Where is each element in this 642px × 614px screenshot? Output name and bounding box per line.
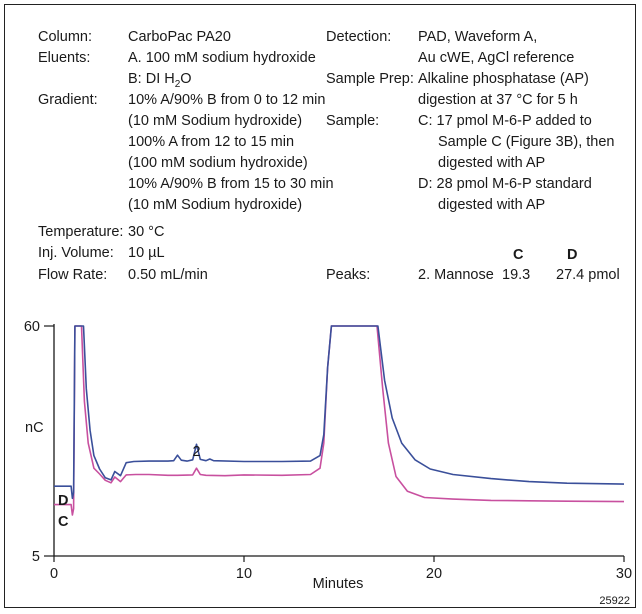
sample-label: Sample:	[326, 113, 379, 129]
trace-d-line	[54, 325, 625, 500]
sample-line: Sample C (Figure 3B), then	[438, 134, 615, 150]
column-value: CarboPac PA20	[128, 29, 231, 45]
detection-line: Au cWE, AgCl reference	[418, 50, 574, 66]
peaks-col-d: D	[567, 247, 577, 263]
eluent-a: A. 100 mM sodium hydroxide	[128, 50, 316, 66]
trace-d-tag: D	[58, 493, 68, 509]
trace-c-line	[54, 325, 625, 516]
peak-name: 2. Mannose	[418, 267, 494, 283]
temperature-label: Temperature:	[38, 224, 123, 240]
figure-id: 25922	[599, 595, 630, 607]
eluent-b: B: DI H2O	[128, 71, 192, 90]
y-tick-label: 60	[24, 319, 40, 335]
gradient-line: (100 mM sodium hydroxide)	[128, 155, 308, 171]
gradient-label: Gradient:	[38, 92, 98, 108]
y-axis-label: nC	[25, 420, 44, 436]
column-label: Column:	[38, 29, 92, 45]
gradient-line: 10% A/90% B from 15 to 30 min	[128, 176, 334, 192]
prep-line: Alkaline phosphatase (AP)	[418, 71, 589, 87]
peaks-label: Peaks:	[326, 267, 370, 283]
flow-value: 0.50 mL/min	[128, 267, 208, 283]
peak-2-label: 2	[192, 444, 200, 460]
x-tick-label: 0	[50, 566, 58, 582]
eluents-label: Eluents:	[38, 50, 90, 66]
sample-line: D: 28 pmol M-6-P standard	[418, 176, 592, 192]
sample-line: digested with AP	[438, 155, 545, 171]
sample-line: C: 17 pmol M-6-P added to	[418, 113, 592, 129]
peak-value-c: 19.3	[502, 267, 530, 283]
x-tick-label: 30	[616, 566, 632, 582]
sample-line: digested with AP	[438, 197, 545, 213]
temperature-value: 30 °C	[128, 224, 164, 240]
y-tick-label: 5	[32, 549, 40, 565]
flow-label: Flow Rate:	[38, 267, 107, 283]
gradient-line: 10% A/90% B from 0 to 12 min	[128, 92, 325, 108]
gradient-line: 100% A from 12 to 15 min	[128, 134, 294, 150]
gradient-line: (10 mM Sodium hydroxide)	[128, 197, 302, 213]
prep-label: Sample Prep:	[326, 71, 414, 87]
conditions-left: Column: CarboPac PA20 Eluents: A. 100 mM…	[38, 29, 334, 283]
gradient-line: (10 mM Sodium hydroxide)	[128, 113, 302, 129]
plot-area: 0 10 20 30 60 5 nC Minutes 2 D C 25922	[24, 319, 632, 607]
conditions-right: Detection: PAD, Waveform A, Au cWE, AgCl…	[326, 29, 620, 283]
injvol-value: 10 µL	[128, 245, 165, 261]
x-tick-label: 20	[426, 566, 442, 582]
detection-label: Detection:	[326, 29, 391, 45]
x-tick-label: 10	[236, 566, 252, 582]
y-ticks: 60 5	[24, 319, 54, 565]
x-ticks: 0 10 20 30	[50, 556, 632, 582]
peaks-col-c: C	[513, 247, 524, 263]
prep-line: digestion at 37 °C for 5 h	[418, 92, 578, 108]
injvol-label: Inj. Volume:	[38, 245, 114, 261]
peak-value-d: 27.4 pmol	[556, 267, 620, 283]
x-axis-label: Minutes	[313, 576, 364, 592]
trace-c-tag: C	[58, 514, 69, 530]
detection-line: PAD, Waveform A,	[418, 29, 537, 45]
figure-frame	[4, 4, 636, 608]
